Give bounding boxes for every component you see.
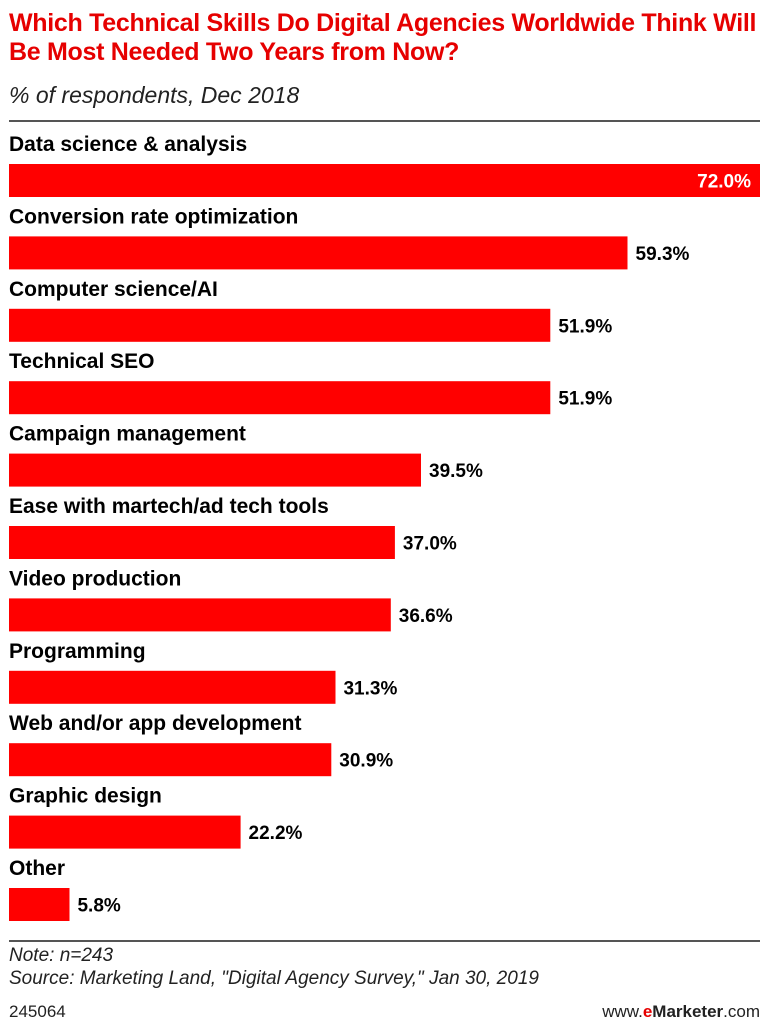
bar — [9, 815, 241, 849]
bar — [9, 670, 336, 704]
bar — [9, 598, 391, 632]
chart-note: Note: n=243 — [9, 945, 114, 966]
value-label: 31.3% — [343, 678, 397, 699]
category-label: Computer science/AI — [9, 278, 218, 301]
category-label: Campaign management — [9, 423, 246, 446]
bar — [9, 381, 551, 415]
bar — [9, 743, 332, 777]
category-label: Data science & analysis — [9, 133, 247, 156]
value-label: 51.9% — [558, 389, 612, 410]
bar — [9, 453, 421, 487]
bar — [9, 164, 760, 197]
chart-title: Which Technical Skills Do Digital Agenci… — [9, 9, 757, 66]
chart-subtitle: % of respondents, Dec 2018 — [9, 82, 300, 108]
bar — [9, 888, 70, 921]
category-label: Graphic design — [9, 785, 162, 808]
value-label: 39.5% — [429, 461, 483, 482]
brand-suffix: .com — [723, 1002, 760, 1021]
category-label: Conversion rate optimization — [9, 205, 298, 228]
header-divider — [9, 120, 760, 122]
brand-prefix: www. — [602, 1002, 643, 1021]
value-label: 5.8% — [77, 896, 120, 917]
value-label: 22.2% — [249, 823, 303, 844]
bar — [9, 236, 628, 270]
value-label: 72.0% — [697, 172, 751, 193]
category-label: Web and/or app development — [9, 712, 301, 735]
brand-name: Marketer — [652, 1002, 724, 1021]
value-label: 36.6% — [399, 606, 453, 627]
bar — [9, 526, 395, 559]
chart-source: Source: Marketing Land, "Digital Agency … — [9, 968, 539, 989]
value-label: 59.3% — [636, 244, 690, 265]
category-label: Technical SEO — [9, 350, 155, 373]
category-label: Programming — [9, 640, 146, 663]
value-label: 51.9% — [558, 316, 612, 337]
value-label: 30.9% — [339, 751, 393, 772]
chart-id: 245064 — [9, 1002, 66, 1021]
brand-e: e — [642, 1002, 653, 1021]
value-label: 37.0% — [403, 534, 457, 555]
footer-divider — [9, 940, 760, 942]
brand-logo[interactable]: www.eMarketer.com — [602, 1002, 760, 1022]
category-label: Other — [9, 857, 65, 880]
bar — [9, 308, 551, 342]
category-label: Video production — [9, 567, 181, 590]
category-label: Ease with martech/ad tech tools — [9, 495, 329, 518]
